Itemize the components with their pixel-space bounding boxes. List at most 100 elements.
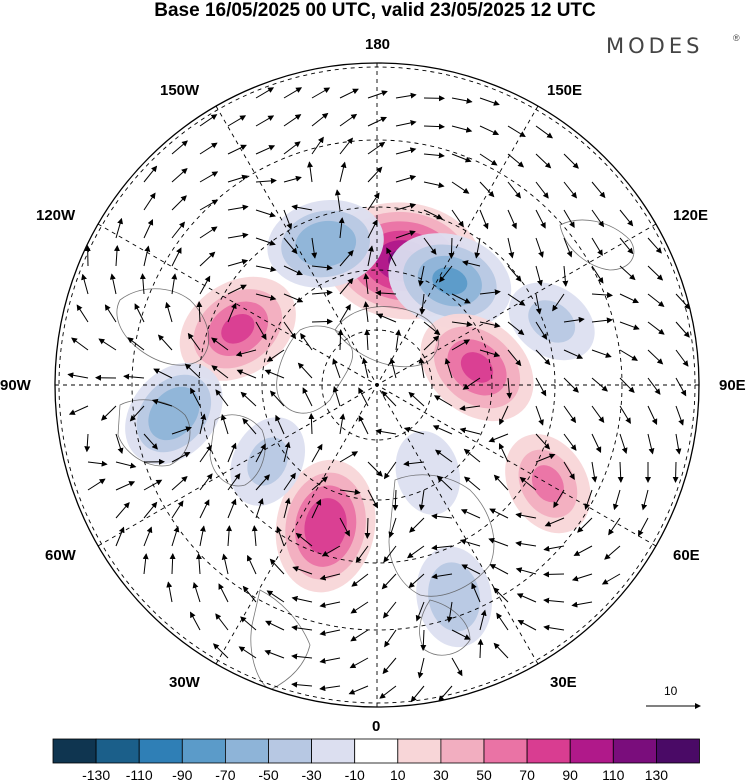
wind-vector bbox=[446, 601, 453, 623]
wind-vector bbox=[479, 125, 500, 136]
wind-vector bbox=[255, 115, 275, 127]
wind-vector bbox=[311, 237, 318, 259]
wind-vector bbox=[647, 405, 658, 426]
wind-vector bbox=[269, 390, 285, 407]
wind-vector bbox=[81, 273, 89, 295]
wind-vector bbox=[562, 265, 569, 287]
wind-vector bbox=[184, 363, 201, 379]
wind-vector bbox=[358, 387, 369, 407]
anomaly-contour bbox=[531, 465, 564, 503]
wind-vector bbox=[339, 137, 354, 155]
wind-vector bbox=[395, 230, 416, 239]
wind-vector bbox=[395, 202, 417, 211]
colorbar-swatch bbox=[612, 738, 657, 764]
wind-vector bbox=[431, 544, 453, 551]
wind-vector bbox=[601, 573, 621, 585]
wind-vector bbox=[171, 500, 184, 519]
wind-vector bbox=[432, 425, 453, 435]
wind-vector bbox=[451, 321, 473, 328]
colorbar-swatch bbox=[483, 738, 528, 764]
wind-vector bbox=[311, 112, 329, 127]
wind-vector bbox=[389, 357, 397, 379]
map-border bbox=[54, 62, 700, 708]
wind-vector bbox=[311, 498, 322, 519]
wind-vector bbox=[76, 304, 89, 323]
wind-vector bbox=[84, 433, 91, 453]
wind-vector bbox=[608, 517, 621, 536]
wind-vector bbox=[104, 304, 117, 323]
wind-vector bbox=[199, 114, 218, 127]
wind-vector bbox=[283, 441, 291, 463]
wind-vector bbox=[291, 204, 313, 211]
wind-vector bbox=[308, 413, 315, 435]
wind-vector bbox=[227, 258, 249, 267]
wind-vector bbox=[384, 629, 397, 648]
wind-vector bbox=[675, 377, 687, 397]
wind-vector bbox=[367, 219, 378, 239]
wind-vector bbox=[479, 97, 500, 106]
wind-vector bbox=[507, 349, 522, 367]
wind-vector bbox=[515, 540, 537, 547]
wind-vector bbox=[543, 571, 565, 578]
colorbar-swatch bbox=[397, 738, 442, 764]
anomaly-contour bbox=[428, 562, 481, 632]
wind-vector bbox=[451, 181, 470, 194]
colorbar-tick-label: -70 bbox=[215, 767, 236, 783]
wind-vector bbox=[199, 525, 206, 547]
wind-vector bbox=[143, 501, 158, 519]
wind-vector bbox=[123, 373, 145, 380]
map-title: Base 16/05/2025 00 UTC, valid 23/05/2025… bbox=[154, 0, 596, 21]
wind-vector bbox=[300, 332, 313, 351]
wind-vector bbox=[218, 583, 229, 603]
wind-vector bbox=[153, 368, 173, 379]
wind-vector bbox=[479, 209, 489, 230]
wind-vector bbox=[474, 237, 481, 259]
wind-vector bbox=[339, 489, 361, 495]
wind-vector bbox=[451, 657, 463, 677]
wind-vector bbox=[498, 442, 509, 463]
wind-vector bbox=[535, 125, 554, 139]
wind-vector bbox=[266, 349, 285, 362]
wind-vector bbox=[535, 377, 547, 397]
wind-vector bbox=[109, 273, 117, 295]
wind-vector bbox=[171, 525, 180, 547]
wind-vector bbox=[361, 357, 369, 379]
wind-vector bbox=[255, 237, 276, 246]
wind-vector bbox=[227, 232, 249, 239]
wind-vector bbox=[431, 513, 453, 520]
wind-vector bbox=[675, 321, 690, 338]
wind-vector bbox=[319, 601, 341, 609]
wind-vector bbox=[164, 301, 173, 323]
wind-vector bbox=[496, 612, 509, 631]
wind-vector bbox=[563, 181, 578, 199]
anomaly-contour bbox=[395, 431, 461, 515]
wind-vector bbox=[226, 525, 233, 547]
wind-vector bbox=[166, 581, 173, 603]
wind-vector bbox=[386, 247, 397, 267]
wind-vector bbox=[338, 217, 345, 239]
wind-vector bbox=[388, 517, 397, 538]
wind-vector bbox=[563, 316, 585, 323]
wind-vector bbox=[423, 152, 445, 159]
colorbar-tick-label: 10 bbox=[390, 767, 406, 783]
wind-vector bbox=[87, 460, 108, 467]
wind-vector bbox=[462, 260, 481, 267]
wind-vector bbox=[142, 553, 149, 575]
wind-vector bbox=[507, 265, 522, 282]
colorbar-swatch bbox=[95, 738, 140, 764]
lon-label-0: 0 bbox=[372, 718, 381, 735]
wind-vector bbox=[619, 405, 631, 424]
wind-vector bbox=[406, 545, 425, 559]
wind-vector bbox=[215, 389, 229, 407]
colorbar-swatch bbox=[138, 738, 183, 764]
wind-vector bbox=[577, 517, 593, 533]
wind-vector bbox=[451, 153, 472, 163]
wind-vector bbox=[195, 553, 202, 575]
wind-vector bbox=[647, 293, 665, 308]
colorbar-tick-label: 130 bbox=[644, 767, 669, 783]
wind-vector bbox=[255, 498, 264, 519]
wind-vector bbox=[619, 209, 634, 227]
wind-vector bbox=[171, 476, 188, 491]
wind-vector bbox=[619, 321, 640, 330]
wind-vector bbox=[552, 293, 565, 312]
